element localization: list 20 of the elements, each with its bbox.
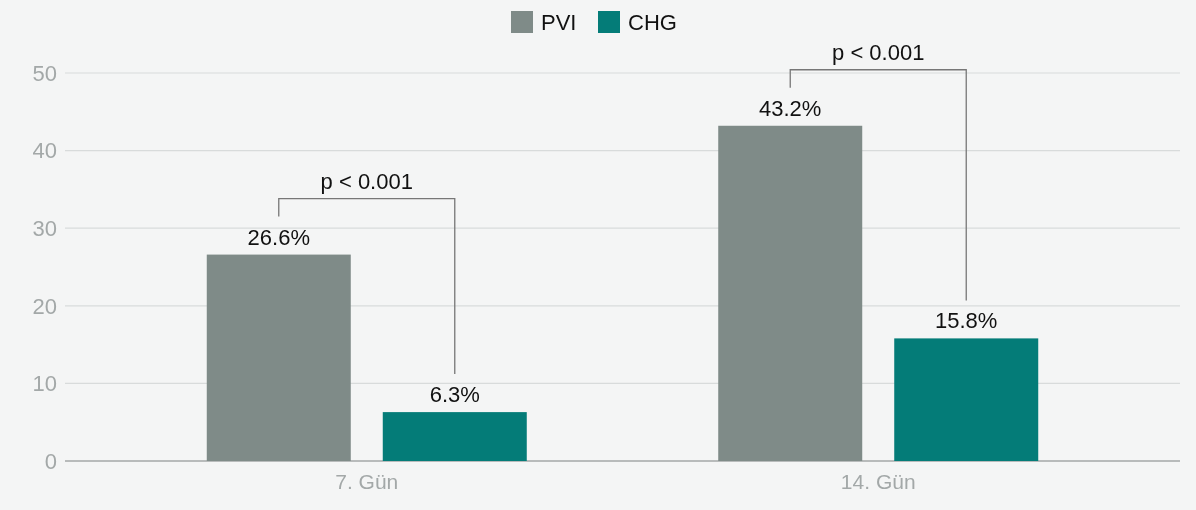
- x-tick-label: 7. Gün: [335, 470, 399, 493]
- bar: [206, 254, 351, 461]
- text: p < 0.001: [832, 39, 925, 65]
- legend-label: CHG: [628, 9, 677, 35]
- y-tick-label: 50: [32, 60, 57, 86]
- x-tick-label: 14. Gün: [840, 470, 916, 493]
- y-tick-label: 40: [32, 138, 57, 164]
- data-label: 43.2%: [759, 95, 822, 121]
- y-tick-label: 10: [32, 371, 57, 397]
- y-tick-label: 20: [32, 293, 57, 319]
- bar: [718, 125, 863, 461]
- data-label: 26.6%: [247, 224, 310, 250]
- data-label: 6.3%: [429, 382, 480, 408]
- legend-label: PVI: [541, 9, 577, 35]
- y-tick-label: 30: [32, 215, 57, 241]
- bar: [894, 338, 1039, 461]
- y-tick-label: 0: [44, 448, 57, 474]
- annotation: p < 0.001: [320, 168, 413, 194]
- bar: [382, 412, 527, 461]
- data-label: 15.8%: [935, 308, 998, 334]
